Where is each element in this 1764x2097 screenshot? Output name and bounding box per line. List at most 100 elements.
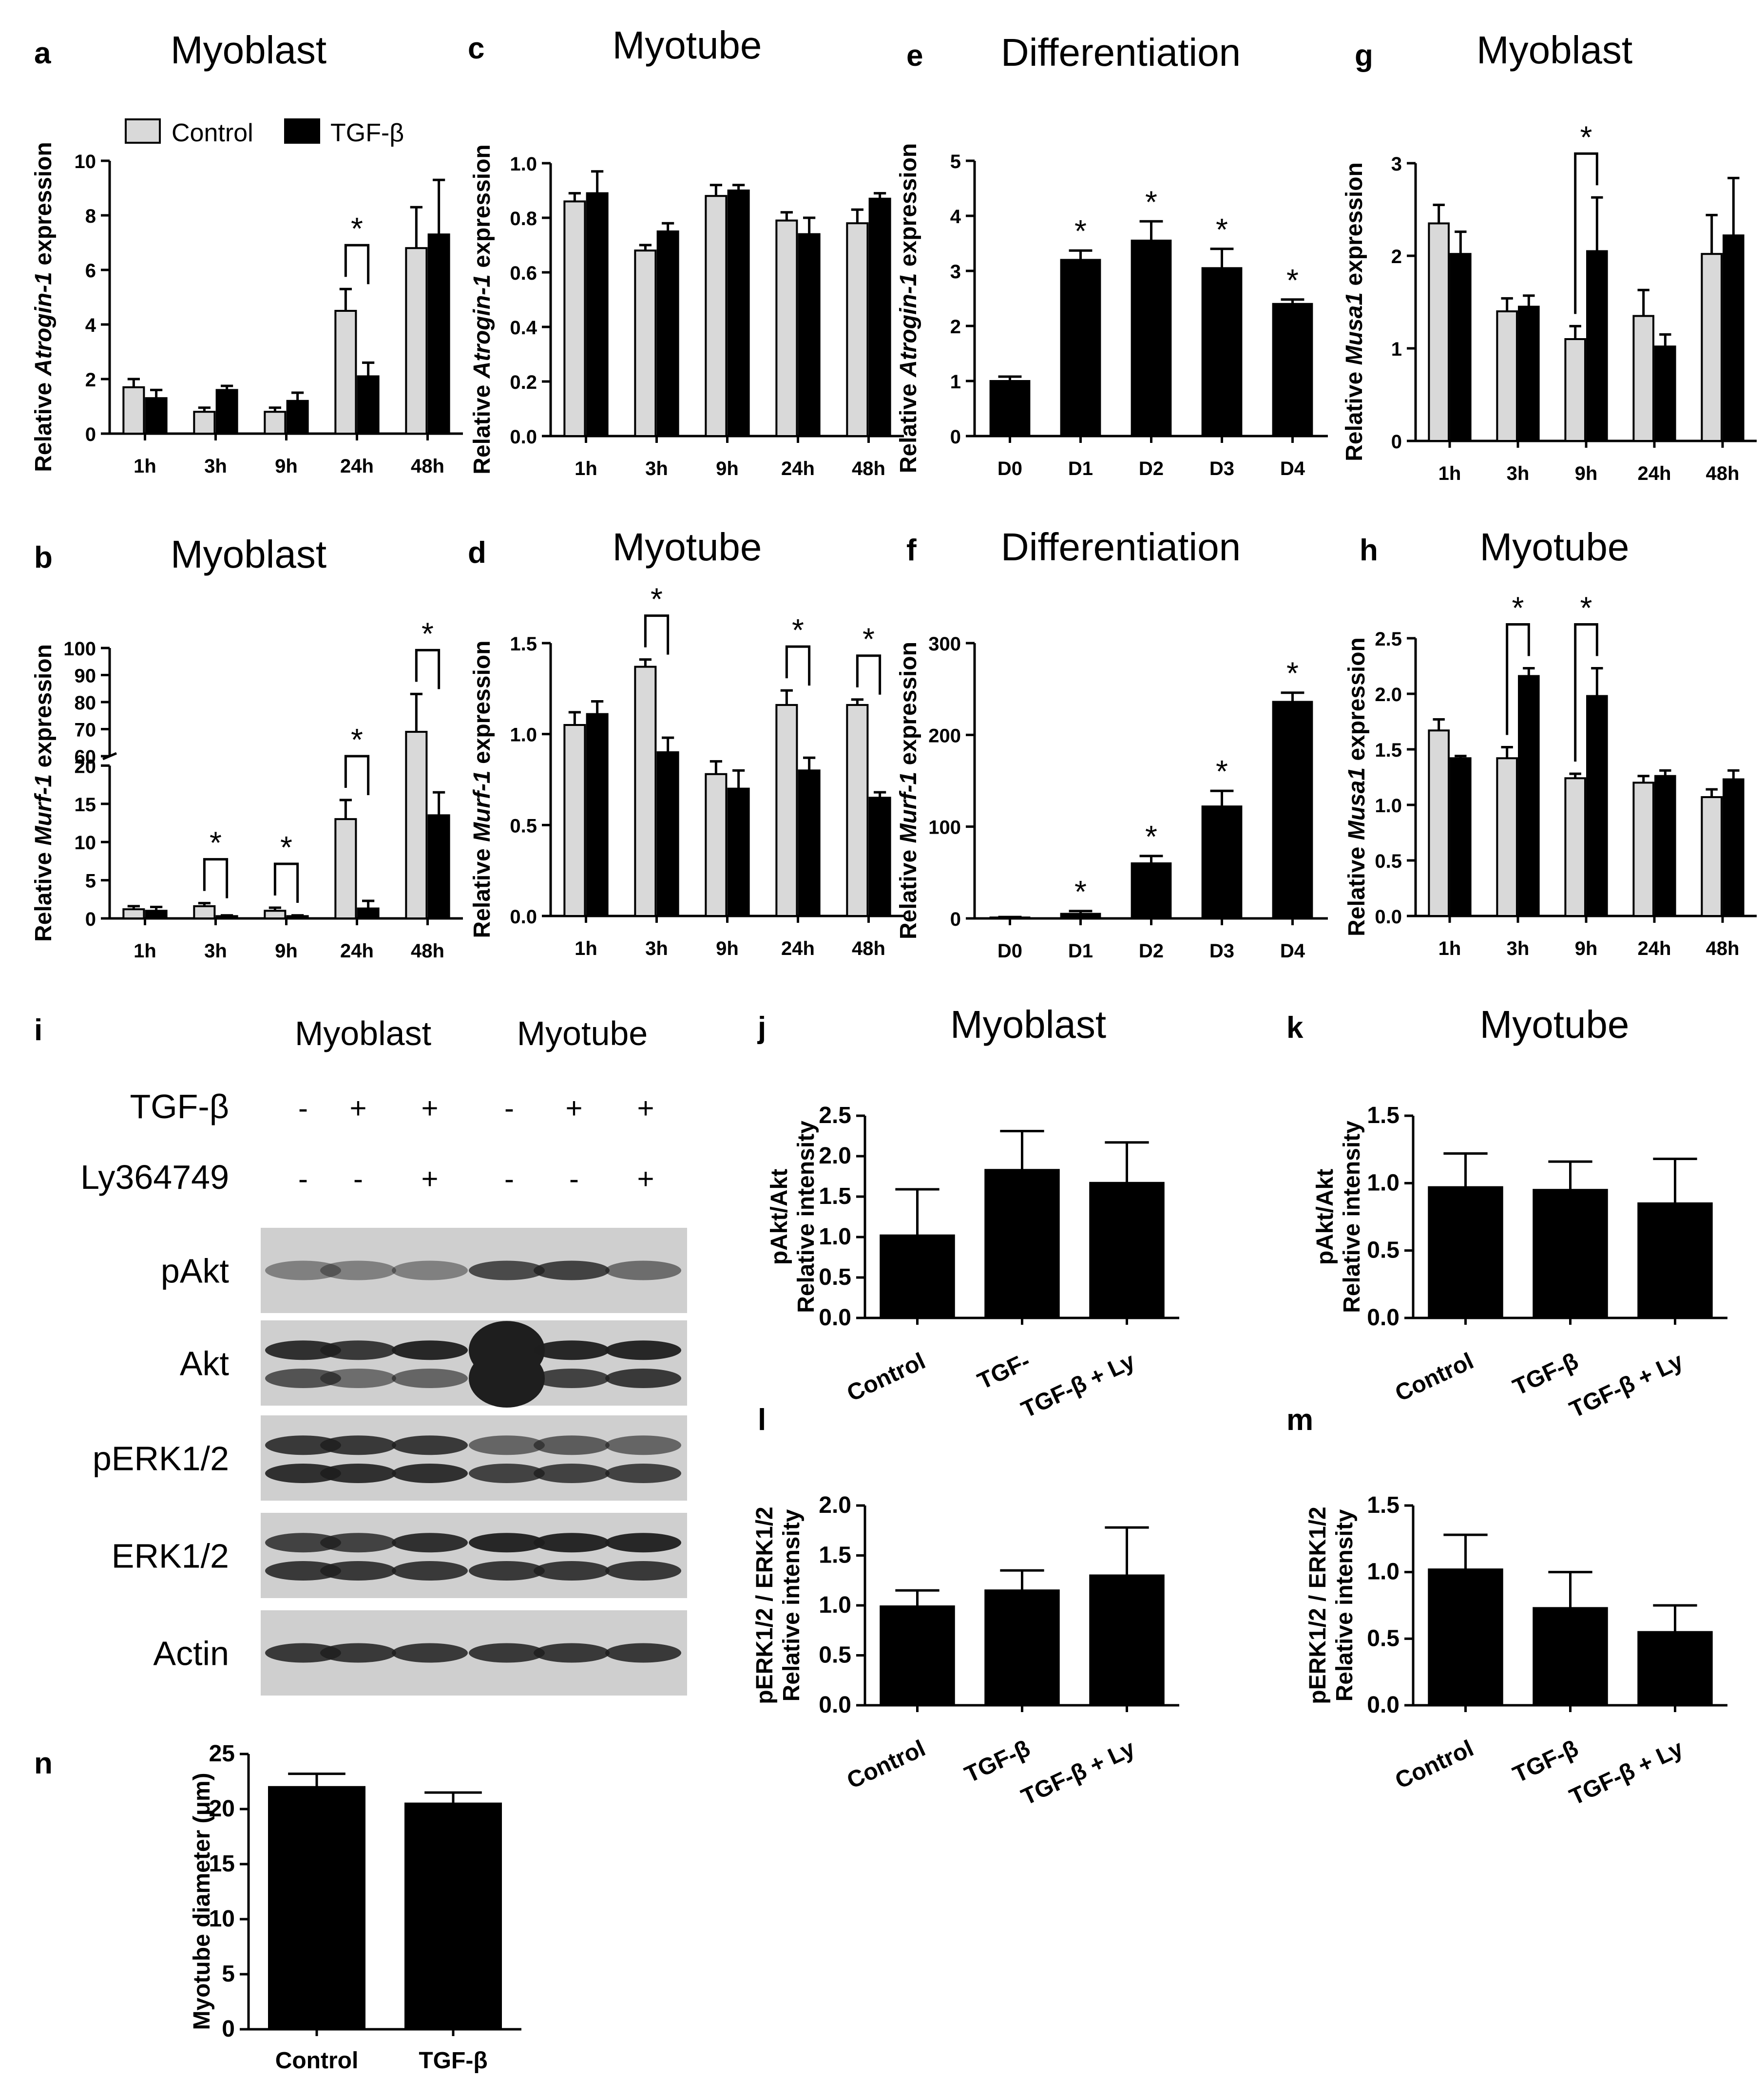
y-tick-label: 0.4 (510, 317, 537, 339)
x-tick-label: D2 (1139, 940, 1164, 962)
y-axis-label-part: Relative (896, 377, 921, 473)
panel-title-h: Myotube (1480, 525, 1630, 569)
y-tick-label: 20 (209, 1796, 235, 1822)
blot-band (265, 1435, 341, 1455)
bar (798, 769, 821, 917)
significance-star: * (351, 722, 363, 757)
y-axis-label-part: Atrogin-1 (469, 274, 495, 379)
panel-label-e: e (906, 39, 923, 73)
y-tick-label: 1.0 (819, 1224, 851, 1250)
bar (427, 233, 450, 435)
blot-band (469, 1464, 545, 1483)
y-tick-label: 0.5 (1375, 851, 1402, 872)
blot-band (605, 1340, 681, 1360)
panel-title-k: Myotube (1480, 1003, 1630, 1046)
y-axis-label-part: expression (469, 641, 495, 771)
blot-condition-sign: - (353, 1163, 363, 1195)
blot-band (469, 1533, 545, 1553)
bar (1632, 782, 1654, 917)
x-tick-label: D2 (1139, 458, 1164, 479)
y-tick-label: 1.5 (819, 1183, 851, 1209)
bar (122, 386, 145, 435)
panel-title-f: Differentiation (1001, 525, 1241, 569)
y-tick-label: 1.5 (1367, 1492, 1400, 1518)
bar (215, 389, 238, 435)
y-tick-label: 10 (209, 1906, 235, 1932)
chart-n: n 0 5 10 15 20 25 Control TGF-β Myotube diameter … (34, 1741, 521, 2074)
x-tick-label: D0 (997, 940, 1022, 962)
y-axis-label: Relative Musa1 expression (1344, 637, 1370, 936)
significance-bracket (785, 645, 811, 686)
blot-band (534, 1464, 610, 1483)
y-tick-label: 2 (85, 369, 96, 391)
x-tick-label: 1h (134, 456, 156, 477)
y-axis-label: Relative Atrogin-1 expression (31, 142, 57, 472)
y-tick-label: 0.6 (510, 263, 537, 284)
significance-star: * (1286, 656, 1299, 691)
blot-band (392, 1435, 468, 1455)
blot-band (265, 1643, 341, 1663)
bar (1518, 675, 1540, 917)
x-tick-label: 48h (411, 456, 444, 477)
y-axis-label-part: Murf-1 (31, 774, 57, 846)
y-tick-label: 5 (222, 1961, 235, 1987)
bar (1428, 1186, 1503, 1319)
blot-band (320, 1533, 396, 1553)
panel-title-a: Myoblast (171, 28, 326, 72)
y-tick-label: 0.8 (510, 208, 537, 229)
bar (1632, 315, 1654, 442)
blot-band (534, 1561, 610, 1581)
significance-star: * (1145, 819, 1157, 854)
bar (122, 908, 145, 920)
y-tick-label: 10 (75, 832, 96, 854)
bar (1723, 234, 1745, 442)
y-tick-label: 0 (85, 909, 96, 930)
x-tick-label: D1 (1068, 458, 1093, 479)
y-axis-label: Relative Murf-1 expression (31, 644, 57, 942)
bar (357, 375, 380, 435)
blot-band (534, 1260, 610, 1280)
bar (984, 1589, 1060, 1706)
x-tick-label: D1 (1068, 940, 1093, 962)
bar (1089, 1182, 1165, 1319)
panel-title-g: Myoblast (1476, 28, 1632, 72)
y-tick-label: 1.5 (1375, 740, 1402, 761)
x-tick-label: 48h (1706, 938, 1740, 959)
bar (1654, 775, 1676, 917)
legend-label-control: Control (172, 119, 253, 147)
significance-bracket (415, 648, 441, 689)
y-axis-label-part: Relative (1342, 365, 1367, 461)
y-tick-label: 60 (75, 746, 96, 768)
y-axis-label: pERK1/2 / ERK1/2 (1305, 1506, 1331, 1704)
y-axis-label-part: expression (1344, 637, 1370, 767)
y-tick-label: 0 (950, 426, 961, 448)
y-tick-label: 0.0 (1367, 1305, 1400, 1331)
blot-band (265, 1260, 341, 1280)
blot-band (265, 1340, 341, 1360)
x-tick-label: Control (275, 2048, 359, 2074)
y-axis-label-part: expression (469, 144, 495, 274)
y-tick-label: 0 (1391, 431, 1402, 453)
panel-label-l: l (758, 1403, 766, 1437)
bar (1637, 1631, 1713, 1707)
bar (656, 230, 679, 437)
legend: Control TGF-β (125, 118, 404, 147)
blot-band (605, 1435, 681, 1455)
bar (1428, 1568, 1503, 1706)
significance-star: * (1580, 119, 1592, 154)
bar (563, 200, 586, 437)
x-tick-label: 9h (275, 456, 298, 477)
bar (145, 397, 168, 435)
bar (1533, 1189, 1608, 1319)
bar (264, 411, 287, 435)
blot-group-label: Myoblast (295, 1014, 431, 1052)
y-axis-label-part: Murf-1 (896, 772, 921, 843)
x-tick-label: 24h (340, 940, 374, 962)
x-tick-label: D4 (1280, 940, 1305, 962)
blot-band (534, 1435, 610, 1455)
x-tick-label: 1h (575, 458, 597, 479)
x-tick-label: D3 (1209, 458, 1234, 479)
blot-band (534, 1340, 610, 1360)
panel-label-j: j (757, 1011, 766, 1045)
